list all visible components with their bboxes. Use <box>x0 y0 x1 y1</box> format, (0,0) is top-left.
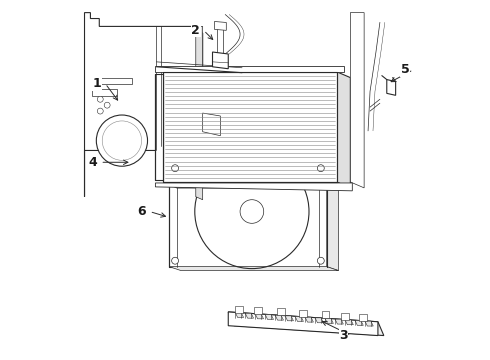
Polygon shape <box>228 312 378 336</box>
Polygon shape <box>254 307 262 314</box>
Polygon shape <box>215 22 226 30</box>
Polygon shape <box>265 315 273 319</box>
Polygon shape <box>325 319 333 323</box>
Polygon shape <box>365 321 373 326</box>
Circle shape <box>318 165 324 172</box>
Polygon shape <box>245 313 253 318</box>
Circle shape <box>97 115 147 166</box>
Polygon shape <box>163 182 350 188</box>
Text: 1: 1 <box>93 77 102 90</box>
Polygon shape <box>235 312 244 318</box>
Polygon shape <box>155 66 344 72</box>
Polygon shape <box>169 162 327 267</box>
Polygon shape <box>163 72 337 182</box>
Polygon shape <box>235 306 243 312</box>
Polygon shape <box>213 52 228 69</box>
Polygon shape <box>335 319 343 324</box>
Polygon shape <box>84 13 203 197</box>
Polygon shape <box>285 316 294 321</box>
Polygon shape <box>93 78 132 84</box>
Text: 2: 2 <box>192 24 200 37</box>
Circle shape <box>172 257 178 264</box>
Polygon shape <box>315 318 323 323</box>
Polygon shape <box>350 13 364 188</box>
Polygon shape <box>295 316 303 321</box>
Polygon shape <box>299 310 307 317</box>
Polygon shape <box>203 113 220 136</box>
Polygon shape <box>228 312 384 336</box>
Polygon shape <box>277 309 285 315</box>
Polygon shape <box>387 80 395 95</box>
Circle shape <box>98 96 103 102</box>
Text: 3: 3 <box>339 329 348 342</box>
Polygon shape <box>275 315 283 320</box>
Polygon shape <box>321 311 329 318</box>
Polygon shape <box>169 267 339 271</box>
Polygon shape <box>305 317 314 322</box>
Polygon shape <box>327 162 339 271</box>
Text: 5: 5 <box>401 63 410 76</box>
Polygon shape <box>155 74 163 180</box>
Circle shape <box>98 108 103 114</box>
Polygon shape <box>155 183 352 191</box>
Circle shape <box>104 102 110 108</box>
Polygon shape <box>255 314 264 319</box>
Polygon shape <box>359 314 367 321</box>
Polygon shape <box>93 89 117 96</box>
Circle shape <box>172 165 178 172</box>
Polygon shape <box>355 320 363 325</box>
Polygon shape <box>345 320 353 325</box>
Polygon shape <box>341 313 349 320</box>
Text: 6: 6 <box>137 205 146 218</box>
Polygon shape <box>196 26 203 200</box>
Circle shape <box>318 257 324 264</box>
Text: 4: 4 <box>88 156 97 169</box>
Polygon shape <box>337 72 350 188</box>
